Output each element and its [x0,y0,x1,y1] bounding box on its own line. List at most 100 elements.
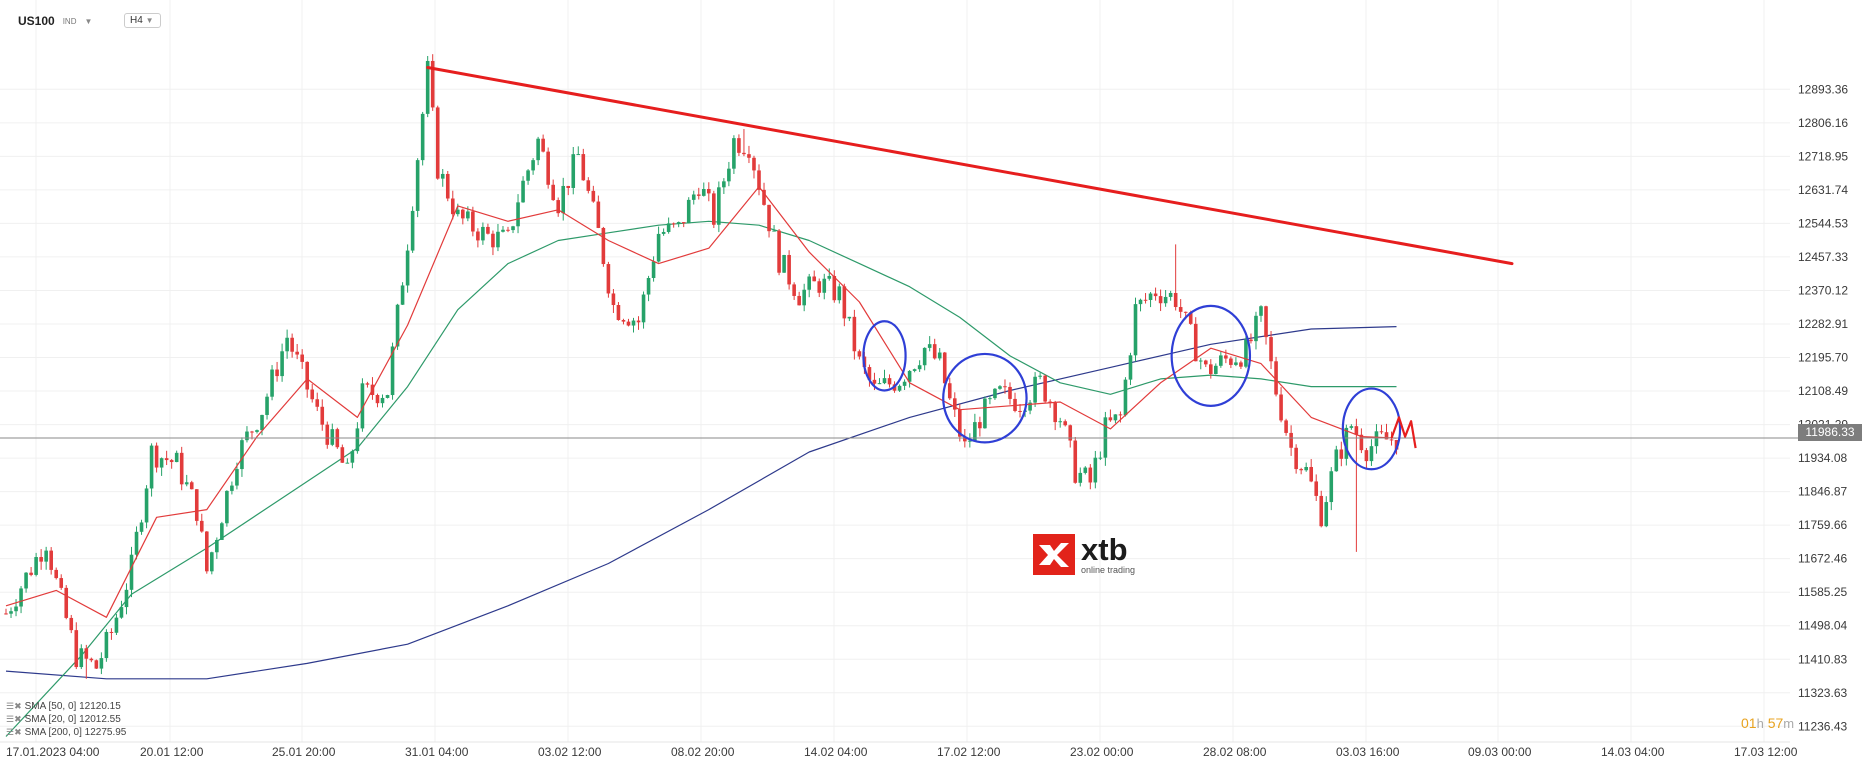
symbol-name[interactable]: US100 [18,14,55,28]
price-axis[interactable]: 12893.36 12806.16 12718.95 12631.74 12544.53… [1798,82,1848,733]
candle-body [1354,426,1359,435]
candle-body [189,482,194,490]
candle-body [601,227,606,265]
chart-header: US100 IND ▼ [18,14,92,28]
candle-body [491,233,495,248]
candle-body [877,383,882,385]
candle-body [752,157,756,171]
candle-body [661,231,666,234]
candle-body [1043,375,1047,402]
candle-body [360,383,365,429]
candle-body [701,188,706,196]
candle-body [792,284,796,296]
candle-body [1389,439,1394,441]
settings-icon[interactable]: ☰✖ [6,727,22,737]
candle-body [1168,292,1173,297]
candle-body [576,154,581,156]
candle-body [260,414,264,431]
candle-body [270,369,274,397]
candle-body [1098,457,1103,459]
candle-body [571,154,576,188]
candle-body [842,286,847,319]
candle-body [907,370,912,382]
price-tick-label: 12544.53 [1798,216,1848,230]
legend-sma-20[interactable]: ☰✖ SMA [20, 0] 12012.55 [6,713,126,726]
price-tick-label: 12282.91 [1798,317,1848,331]
legend-sma-50[interactable]: ☰✖ SMA [50, 0] 12120.15 [6,700,126,713]
candle-body [581,154,586,181]
candle-body [300,354,304,362]
candle-body [49,550,53,570]
candle-body [194,489,199,521]
candle-body [1158,296,1163,304]
candle-body [1344,427,1349,459]
candle-body [1153,293,1158,297]
candle-body [506,229,510,231]
candle-body [556,200,560,214]
candle-body [405,250,410,286]
candle-body [1178,307,1183,312]
candle-body [1183,311,1188,313]
candle-body [1309,466,1313,482]
candle-body [184,482,189,485]
candle-body [104,631,109,659]
candle-body [199,520,204,532]
price-tick-label: 11759.66 [1798,518,1847,532]
candle-body [1369,446,1374,462]
sma-50-line [5,220,1397,737]
price-tick-label: 11934.08 [1798,451,1847,465]
candle-body [1384,432,1389,440]
legend-sma-200[interactable]: ☰✖ SMA [200, 0] 12275.95 [6,726,126,739]
candle-body [671,223,676,225]
price-tick-label: 11585.25 [1798,585,1847,599]
candle-body [14,606,18,612]
candle-body [1068,425,1073,441]
xtb-logo-mark-icon [1033,534,1075,575]
candle-body [295,351,299,355]
candle-body [782,254,786,273]
candle-body [802,289,806,306]
price-tick-label: 11672.46 [1798,552,1847,566]
candle-body [149,445,154,489]
candle-body [24,572,28,589]
candle-body [164,458,169,461]
candle-body [1018,410,1022,412]
time-tick-label: 14.02 04:00 [804,745,868,759]
candle-body [1314,481,1319,496]
timeframe-select[interactable]: H4 ▼ [124,13,161,28]
candle-body [807,276,811,290]
candle-body [777,230,781,273]
candle-body [89,658,94,661]
candle-body [927,344,932,348]
time-axis[interactable]: 17.01.2023 04:00 20.01 12:00 25.01 20:00 31… [6,745,1798,759]
candle-body [1033,376,1037,403]
sma-20-line [5,186,1397,618]
candle-body [712,193,716,225]
candle-body [691,194,696,200]
candle-body [415,160,420,211]
settings-icon[interactable]: ☰✖ [6,714,22,724]
candle-body [501,229,505,232]
candle-body [139,522,144,532]
candle-body [450,198,455,215]
candle-body [410,210,415,251]
timeframe-value: H4 [130,15,143,26]
candle-body [742,152,746,155]
candle-body [732,138,736,169]
settings-icon[interactable]: ☰✖ [6,701,22,711]
candle-body [1028,402,1032,411]
candle-body [696,194,701,196]
candle-body [109,631,114,633]
candle-body [747,154,751,158]
chevron-down-icon[interactable]: ▼ [84,16,93,26]
candle-body [159,458,164,468]
annotation-circle [1341,387,1402,471]
candle-body [74,630,79,668]
candle-body [44,550,48,562]
candle-body [1374,431,1379,447]
candle-body [456,209,460,215]
projection-scribble [1390,416,1417,449]
candle-body [1299,469,1303,471]
candle-body [119,607,124,618]
